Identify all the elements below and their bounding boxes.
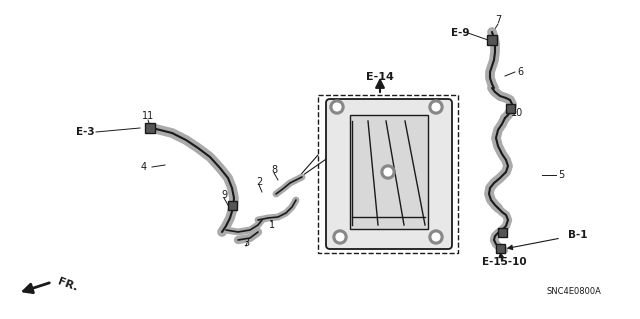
Circle shape bbox=[333, 230, 347, 244]
Bar bbox=[350, 115, 428, 229]
Text: E-3: E-3 bbox=[76, 127, 95, 137]
Text: 1: 1 bbox=[269, 220, 275, 230]
Bar bbox=[506, 103, 515, 113]
Circle shape bbox=[429, 230, 443, 244]
Text: E-15-10: E-15-10 bbox=[482, 257, 526, 267]
Text: 3: 3 bbox=[243, 238, 249, 248]
Bar bbox=[497, 227, 506, 236]
Circle shape bbox=[381, 165, 395, 179]
Circle shape bbox=[429, 100, 443, 114]
Circle shape bbox=[432, 233, 440, 241]
Text: SNC4E0800A: SNC4E0800A bbox=[547, 287, 602, 296]
Circle shape bbox=[432, 103, 440, 111]
Text: 5: 5 bbox=[558, 170, 564, 180]
Text: 9: 9 bbox=[221, 190, 227, 200]
Text: FR.: FR. bbox=[56, 277, 79, 293]
Bar bbox=[227, 201, 237, 210]
Bar bbox=[487, 35, 497, 45]
Circle shape bbox=[333, 103, 341, 111]
Text: E-14: E-14 bbox=[366, 72, 394, 82]
Circle shape bbox=[384, 168, 392, 176]
Circle shape bbox=[330, 100, 344, 114]
Text: E-9: E-9 bbox=[451, 28, 470, 38]
Bar bbox=[145, 123, 155, 133]
Text: B-1: B-1 bbox=[568, 230, 588, 240]
Text: 10: 10 bbox=[511, 108, 524, 118]
Circle shape bbox=[336, 233, 344, 241]
Text: 6: 6 bbox=[517, 67, 523, 77]
Text: 8: 8 bbox=[271, 165, 277, 175]
Bar bbox=[495, 243, 504, 253]
Text: 11: 11 bbox=[142, 111, 154, 121]
Text: 4: 4 bbox=[141, 162, 147, 172]
Bar bbox=[318, 95, 458, 253]
Text: 7: 7 bbox=[495, 15, 501, 25]
FancyBboxPatch shape bbox=[326, 99, 452, 249]
Text: 2: 2 bbox=[256, 177, 262, 187]
